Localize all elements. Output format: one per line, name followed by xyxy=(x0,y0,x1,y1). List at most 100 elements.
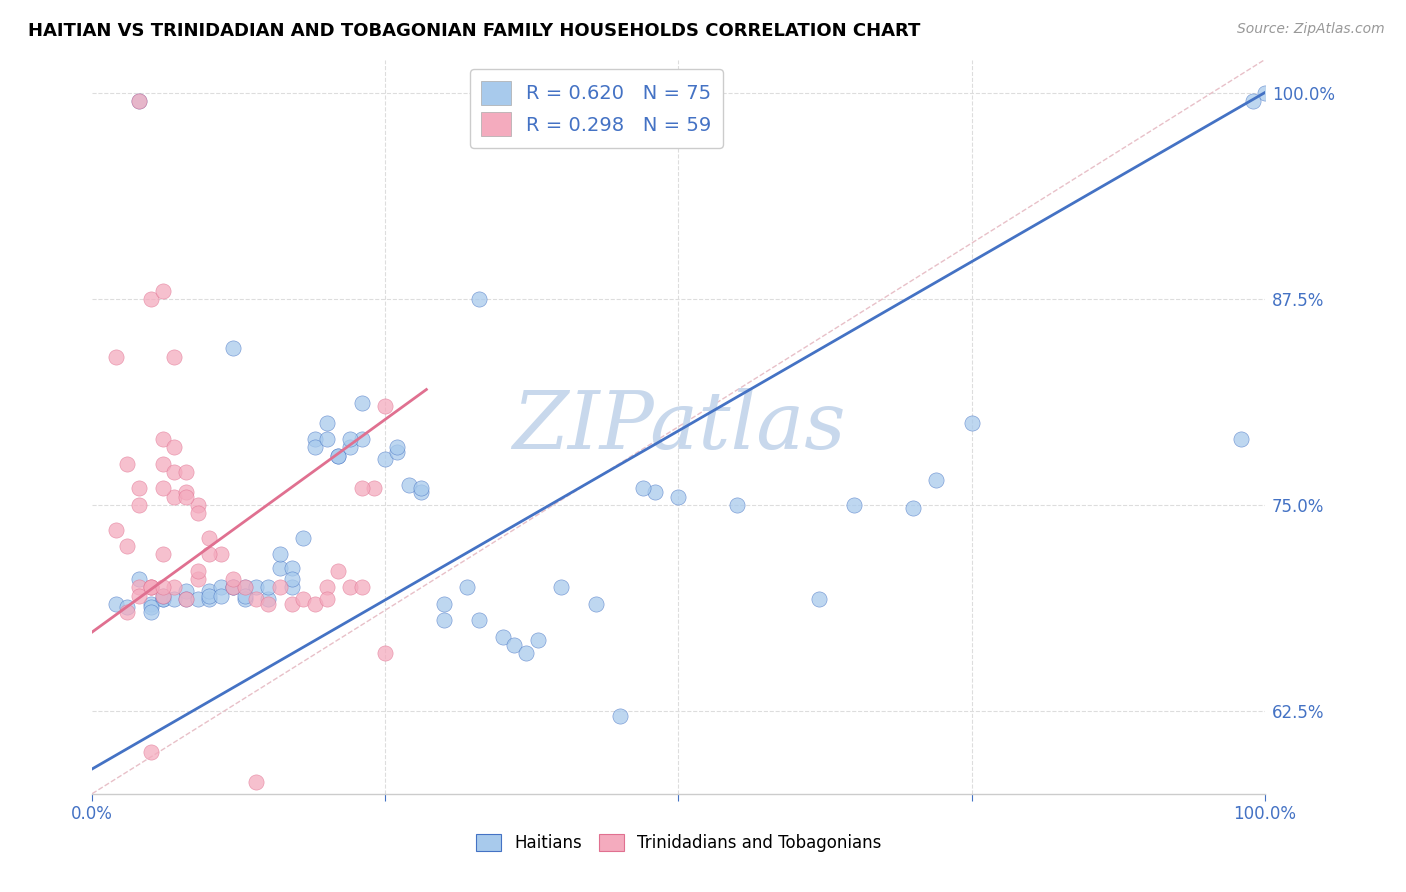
Point xyxy=(117,539,139,553)
Point xyxy=(163,465,186,479)
Point xyxy=(174,592,197,607)
Point xyxy=(233,808,256,822)
Point xyxy=(187,592,209,607)
Point xyxy=(668,490,690,504)
Point xyxy=(174,583,197,598)
Point xyxy=(163,440,186,454)
Point xyxy=(409,482,432,496)
Point xyxy=(233,581,256,595)
Point xyxy=(409,484,432,499)
Point xyxy=(128,572,150,586)
Point xyxy=(198,531,221,545)
Point xyxy=(139,600,162,615)
Point xyxy=(128,94,150,108)
Point xyxy=(187,572,209,586)
Point xyxy=(328,449,350,463)
Point xyxy=(209,581,232,595)
Point xyxy=(163,592,186,607)
Point xyxy=(363,482,385,496)
Point xyxy=(328,449,350,463)
Point xyxy=(844,498,866,512)
Point xyxy=(245,775,267,789)
Point xyxy=(315,592,337,607)
Point xyxy=(152,482,174,496)
Point xyxy=(117,861,139,875)
Point xyxy=(374,399,396,413)
Point xyxy=(245,592,267,607)
Point xyxy=(269,581,291,595)
Point xyxy=(152,589,174,603)
Point xyxy=(257,592,280,607)
Point xyxy=(398,478,420,492)
Point xyxy=(315,416,337,430)
Point xyxy=(280,572,302,586)
Point xyxy=(187,498,209,512)
Point xyxy=(117,457,139,471)
Point xyxy=(245,581,267,595)
Point xyxy=(128,581,150,595)
Legend: R = 0.620   N = 75, R = 0.298   N = 59: R = 0.620 N = 75, R = 0.298 N = 59 xyxy=(470,70,723,148)
Point xyxy=(550,581,572,595)
Point xyxy=(187,506,209,520)
Point xyxy=(644,484,666,499)
Point xyxy=(233,589,256,603)
Point xyxy=(725,498,748,512)
Point xyxy=(503,638,526,652)
Point xyxy=(128,94,150,108)
Point xyxy=(304,432,326,446)
Point xyxy=(222,581,245,595)
Point xyxy=(633,482,655,496)
Point xyxy=(257,581,280,595)
Point xyxy=(1230,432,1253,446)
Point xyxy=(139,605,162,619)
Point xyxy=(174,490,197,504)
Point xyxy=(339,581,361,595)
Point xyxy=(456,581,478,595)
Point xyxy=(128,498,150,512)
Point xyxy=(374,451,396,466)
Point xyxy=(209,548,232,562)
Point xyxy=(304,440,326,454)
Point xyxy=(468,614,491,628)
Text: Source: ZipAtlas.com: Source: ZipAtlas.com xyxy=(1237,22,1385,37)
Point xyxy=(174,465,197,479)
Point xyxy=(304,597,326,611)
Point xyxy=(433,614,456,628)
Text: HAITIAN VS TRINIDADIAN AND TOBAGONIAN FAMILY HOUSEHOLDS CORRELATION CHART: HAITIAN VS TRINIDADIAN AND TOBAGONIAN FA… xyxy=(28,22,921,40)
Point xyxy=(233,592,256,607)
Point xyxy=(152,592,174,607)
Point xyxy=(468,292,491,306)
Point xyxy=(350,581,373,595)
Point xyxy=(222,581,245,595)
Point xyxy=(198,548,221,562)
Point xyxy=(198,589,221,603)
Point xyxy=(104,523,127,537)
Point xyxy=(128,589,150,603)
Point xyxy=(174,484,197,499)
Point xyxy=(526,633,548,648)
Text: ZIPatlas: ZIPatlas xyxy=(512,388,845,466)
Point xyxy=(139,292,162,306)
Point xyxy=(515,647,537,661)
Point xyxy=(269,548,291,562)
Point xyxy=(350,482,373,496)
Point xyxy=(292,531,315,545)
Point xyxy=(222,581,245,595)
Point xyxy=(198,592,221,607)
Point xyxy=(280,597,302,611)
Point xyxy=(152,284,174,298)
Point xyxy=(491,630,513,644)
Point xyxy=(315,581,337,595)
Point xyxy=(315,432,337,446)
Point xyxy=(385,445,408,459)
Point xyxy=(1241,94,1264,108)
Point xyxy=(209,589,232,603)
Point xyxy=(104,597,127,611)
Point xyxy=(609,709,631,723)
Point xyxy=(585,597,607,611)
Point xyxy=(1254,86,1277,100)
Point xyxy=(222,572,245,586)
Point xyxy=(385,440,408,454)
Point xyxy=(163,350,186,364)
Point xyxy=(280,581,302,595)
